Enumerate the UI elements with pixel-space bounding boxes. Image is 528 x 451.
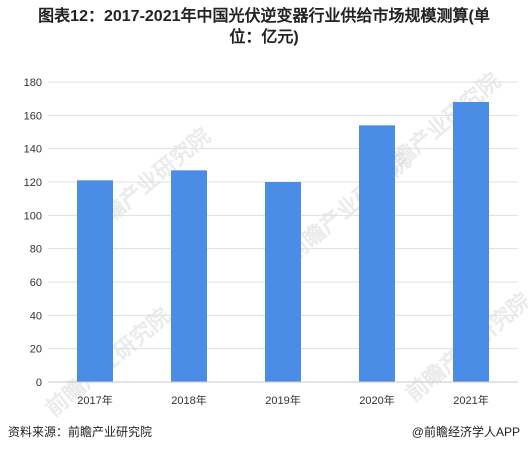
x-tick-label: 2019年	[265, 393, 300, 407]
x-tick-label: 2017年	[77, 393, 112, 407]
bar-2017年	[77, 180, 113, 382]
y-axis-ticks: 0 20 40 60 80 100 120 140 160 180	[24, 77, 42, 389]
y-tick-label: 160	[24, 110, 42, 122]
y-tick-label: 0	[36, 377, 42, 389]
bars	[77, 102, 489, 382]
y-tick-label: 80	[30, 244, 42, 256]
bar-2021年	[453, 102, 489, 382]
x-tick-label: 2018年	[171, 393, 206, 407]
x-axis-ticks: 2017年 2018年 2019年 2020年 2021年	[77, 393, 488, 407]
bar-2019年	[265, 182, 301, 382]
gridlines	[48, 81, 518, 350]
bar-2018年	[171, 170, 207, 382]
source-note: 资料来源：前瞻产业研究院	[8, 425, 153, 439]
y-tick-label: 20	[30, 344, 42, 356]
y-tick-label: 100	[24, 210, 42, 222]
bar-2020年	[359, 125, 395, 382]
y-tick-label: 60	[30, 277, 42, 289]
x-tick-label: 2021年	[453, 393, 488, 407]
chart-title-line-2: 位：亿元)	[229, 29, 299, 46]
y-tick-label: 40	[30, 310, 42, 322]
y-tick-label: 180	[24, 77, 42, 89]
chart-title: 图表12：2017-2021年中国光伏逆变器行业供给市场规模测算(单 位：亿元)	[0, 6, 528, 48]
chart-title-line-1: 图表12：2017-2021年中国光伏逆变器行业供给市场规模测算(单	[38, 8, 490, 25]
credit-note: @前瞻经济学人APP	[411, 425, 520, 439]
y-tick-label: 140	[24, 144, 42, 156]
y-tick-label: 120	[24, 177, 42, 189]
x-tick-label: 2020年	[359, 393, 394, 407]
